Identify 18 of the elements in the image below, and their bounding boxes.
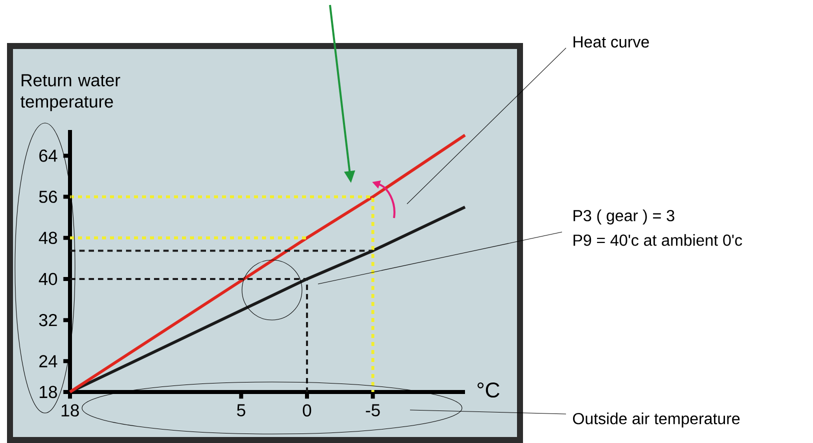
y-tick-label: 40: [38, 272, 58, 286]
y-tick-label: 64: [39, 150, 58, 162]
y-tick-label: 32: [39, 314, 57, 326]
text: Outside air temperature: [573, 412, 740, 428]
x-tick-label: 18: [62, 404, 79, 417]
text: P9 = 40'c at ambient 0'c: [574, 234, 742, 246]
y-tick-label: 24: [39, 355, 58, 368]
y-tick-label: 56: [39, 190, 57, 203]
text: Heat curve: [574, 36, 649, 48]
x-tick-label: -5: [366, 404, 380, 416]
x-tick-label: 5: [237, 404, 246, 416]
line-series: [68, 134, 466, 394]
text: °C: [478, 382, 500, 398]
y-axis-title: Return water temperature: [20, 74, 120, 112]
y-tick-label: 48: [38, 232, 57, 244]
y-tick-label: 18: [40, 386, 57, 398]
x-tick-label: 0: [302, 404, 312, 417]
text: P3 ( gear ) = 3: [574, 210, 674, 224]
